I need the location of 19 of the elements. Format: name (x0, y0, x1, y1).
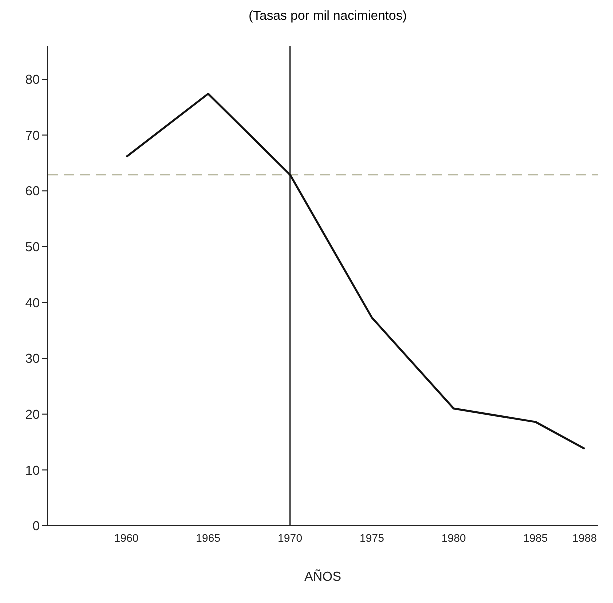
line-series (126, 93, 586, 450)
x-tick-label: 1975 (360, 532, 384, 545)
x-tick-label: 1985 (524, 532, 548, 545)
y-tick-label: 20 (26, 406, 40, 422)
x-axis-title: AÑOS (304, 569, 342, 584)
y-tick-label: 50 (26, 240, 40, 255)
x-tick-label: 1970 (278, 532, 303, 545)
y-tick-label: 0 (32, 518, 40, 534)
y-tick-label: 10 (26, 462, 40, 478)
y-tick-label: 80 (26, 72, 40, 88)
x-tick-label: 1965 (196, 532, 221, 545)
y-tick-label: 30 (26, 351, 40, 366)
y-tick-label: 40 (26, 295, 40, 310)
x-tick-label: 1960 (114, 532, 139, 545)
x-tick-label: 1980 (442, 532, 466, 545)
chart-title: (Tasas por mil nacimientos) (248, 8, 408, 25)
x-tick-label: 1988 (572, 532, 598, 545)
y-tick-label: 70 (26, 128, 40, 143)
y-tick-label: 60 (26, 184, 40, 199)
